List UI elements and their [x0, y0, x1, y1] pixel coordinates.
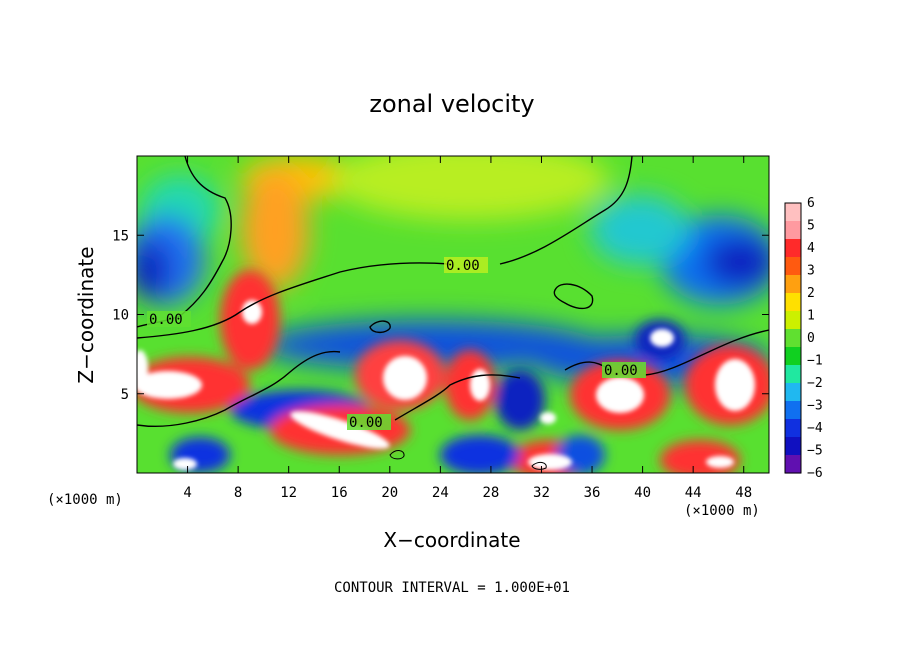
colorbar-swatch: [785, 383, 801, 402]
colorbar: 6 5 4 3 2 1 0 −1 −2 −3 −4 −5 −6: [784, 196, 823, 481]
y-tick-label: 15: [112, 228, 129, 244]
colorbar-swatch: [785, 437, 801, 456]
zero-contours: [137, 156, 769, 470]
x-axis-label: X−coordinate: [383, 528, 520, 552]
velocity-field: [137, 156, 769, 473]
contour-label: 0.00: [149, 312, 183, 328]
x-tick-label: 8: [234, 485, 242, 501]
colorbar-swatch: [785, 347, 801, 366]
contour-label: 0.00: [446, 258, 480, 274]
colorbar-tick-label: 3: [807, 264, 815, 279]
colorbar-swatch: [785, 455, 801, 474]
x-tick-label: 28: [482, 485, 499, 501]
colorbar-frame: [784, 202, 802, 474]
y-tick-label: 5: [121, 387, 129, 403]
colorbar-tick-label: 5: [807, 219, 815, 234]
colorbar-swatch: [785, 419, 801, 438]
x-unit-left: (×1000 m): [47, 492, 123, 508]
x-tick-label: 48: [735, 485, 752, 501]
x-tick-label: 36: [584, 485, 601, 501]
x-tick-label: 20: [381, 485, 398, 501]
x-unit-right: (×1000 m): [684, 503, 760, 519]
colorbar-swatch: [785, 365, 801, 384]
x-axis: 4 8 12 16 20 24 28 32 36 40 44 48: [183, 156, 752, 501]
colorbar-tick-label: 6: [807, 196, 815, 211]
y-axis: 5 10 15: [112, 228, 769, 403]
colorbar-swatch: [785, 401, 801, 420]
y-tick-label: 10: [112, 308, 129, 324]
colorbar-tick-label: 2: [807, 286, 815, 301]
colorbar-tick-label: −1: [807, 354, 823, 369]
colorbar-swatch: [785, 311, 801, 330]
x-tick-label: 44: [685, 485, 702, 501]
colorbar-tick-label: −2: [807, 376, 823, 391]
colorbar-tick-label: −6: [807, 466, 823, 481]
colorbar-tick-label: 0: [807, 331, 815, 346]
chart-title: zonal velocity: [369, 90, 534, 118]
colorbar-swatch: [785, 239, 801, 258]
colorbar-swatch: [785, 257, 801, 276]
contour-label: 0.00: [604, 363, 638, 379]
colorbar-swatch: [785, 203, 801, 222]
colorbar-tick-label: −5: [807, 444, 823, 459]
colorbar-tick-label: −4: [807, 421, 823, 436]
x-tick-label: 4: [183, 485, 191, 501]
contour-label: 0.00: [349, 415, 383, 431]
colorbar-tick-label: −3: [807, 399, 823, 414]
y-axis-label: Z−coordinate: [74, 246, 98, 383]
colorbar-swatch: [785, 221, 801, 240]
x-tick-label: 24: [432, 485, 449, 501]
contour-labels: 0.00 0.00 0.00 0.00: [147, 257, 646, 431]
colorbar-swatch: [785, 275, 801, 294]
x-tick-label: 32: [533, 485, 550, 501]
colorbar-swatch: [785, 293, 801, 312]
x-tick-label: 12: [280, 485, 297, 501]
colorbar-swatch: [785, 329, 801, 348]
contour-interval-note: CONTOUR INTERVAL = 1.000E+01: [334, 580, 570, 596]
colorbar-tick-label: 1: [807, 309, 815, 324]
colorbar-tick-label: 4: [807, 241, 815, 256]
x-tick-label: 16: [331, 485, 348, 501]
x-tick-label: 40: [634, 485, 651, 501]
